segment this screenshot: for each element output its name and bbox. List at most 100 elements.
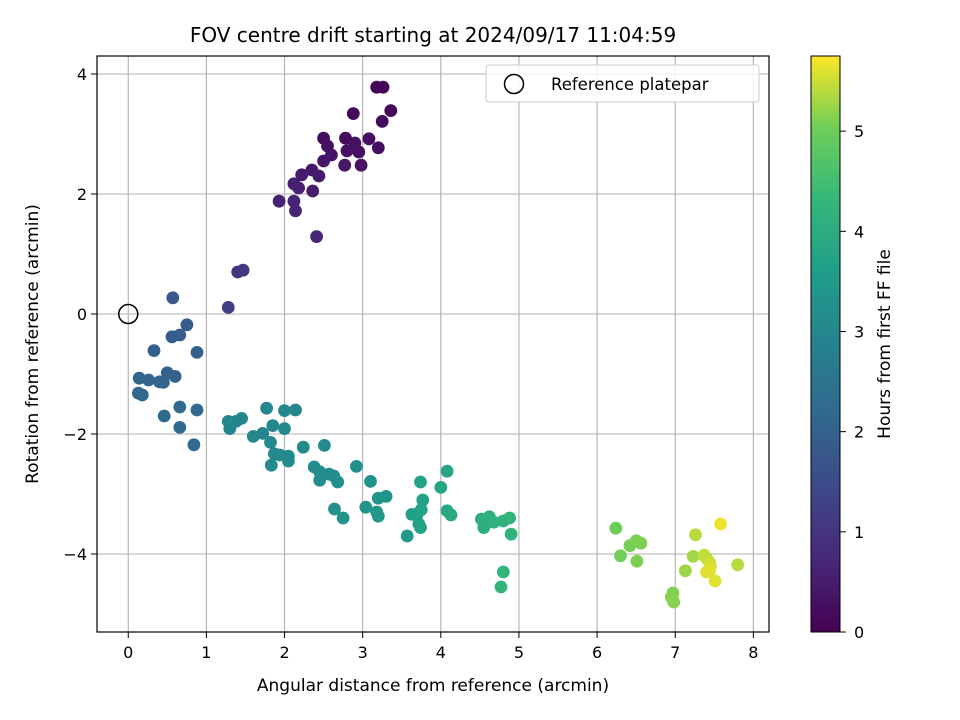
data-point <box>287 194 301 208</box>
data-point <box>414 503 428 516</box>
data-point <box>292 181 305 195</box>
data-point <box>400 529 414 543</box>
chart-title: FOV centre drift starting at 2024/09/17 … <box>190 23 676 47</box>
data-point <box>318 439 331 452</box>
data-point <box>331 475 345 489</box>
data-point <box>359 500 373 514</box>
data-point <box>352 145 366 159</box>
data-point <box>289 204 302 218</box>
data-point <box>173 421 187 434</box>
data-point <box>264 436 277 449</box>
data-point <box>295 168 309 182</box>
data-point <box>256 427 270 440</box>
data-point <box>477 521 491 534</box>
colorbar-tick-label: 4 <box>854 222 864 241</box>
data-point <box>414 475 427 489</box>
data-point <box>384 104 398 117</box>
data-point <box>266 419 280 432</box>
data-point <box>350 460 363 473</box>
data-point <box>634 536 648 550</box>
data-point <box>614 549 627 563</box>
data-point <box>379 490 393 503</box>
data-point <box>278 422 291 435</box>
data-point <box>414 521 427 534</box>
data-point <box>282 454 295 468</box>
data-point <box>236 263 250 277</box>
x-tick-label: 7 <box>670 643 680 662</box>
x-axis-ticks: 0 1 2 3 4 5 6 7 8 <box>123 632 758 662</box>
data-point <box>364 475 377 488</box>
data-point <box>686 550 700 563</box>
data-point <box>272 194 286 208</box>
data-point <box>166 291 180 305</box>
colorbar-tick-label: 3 <box>854 322 864 341</box>
data-point <box>135 388 149 402</box>
colorbar-tick-label: 1 <box>854 523 864 542</box>
data-point <box>703 564 716 578</box>
data-point <box>317 154 330 168</box>
colorbar-tick-label: 5 <box>854 122 864 141</box>
reference-platepar-marker <box>118 303 139 325</box>
data-point <box>504 527 518 541</box>
data-point <box>503 511 516 525</box>
x-tick-label: 2 <box>279 643 289 662</box>
x-tick-label: 1 <box>201 643 211 662</box>
data-point <box>142 373 156 387</box>
data-point <box>362 132 376 146</box>
data-point <box>328 502 341 516</box>
data-point <box>147 344 161 357</box>
data-point <box>221 301 235 314</box>
data-point <box>187 438 201 452</box>
data-point <box>310 230 323 244</box>
data-point <box>223 422 237 435</box>
colorbar: 0 1 2 3 4 5 Hours from first FF file <box>810 55 895 642</box>
data-point <box>313 473 327 487</box>
data-point <box>496 565 510 579</box>
data-point <box>667 595 681 609</box>
x-tick-label: 8 <box>748 643 758 662</box>
data-point <box>157 376 170 389</box>
data-point <box>278 404 291 417</box>
y-axis-ticks: −4 −2 0 2 4 <box>63 65 97 564</box>
x-tick-label: 5 <box>514 643 524 662</box>
data-point <box>434 481 448 494</box>
data-point <box>173 400 187 414</box>
x-tick-label: 4 <box>436 643 446 662</box>
data-point <box>346 107 360 120</box>
y-axis-label: Rotation from reference (arcmin) <box>23 204 43 484</box>
data-point <box>289 403 302 417</box>
data-point <box>312 169 326 183</box>
data-point <box>190 403 204 417</box>
data-point <box>440 464 454 478</box>
data-point <box>339 131 352 145</box>
data-point <box>714 517 727 531</box>
data-point <box>336 511 350 525</box>
x-tick-label: 3 <box>358 643 368 662</box>
data-point <box>340 144 354 158</box>
data-point <box>371 509 385 523</box>
legend-entry-reference: Reference platepar <box>551 75 709 94</box>
data-point <box>731 558 745 572</box>
y-tick-label: −2 <box>63 425 87 444</box>
data-points <box>132 80 745 609</box>
data-point <box>296 440 310 454</box>
plot-frame <box>96 55 770 633</box>
legend: Reference platepar <box>485 64 760 103</box>
colorbar-tick-label: 0 <box>854 623 864 642</box>
data-point <box>689 528 702 542</box>
data-point <box>338 158 352 172</box>
data-point <box>190 346 204 359</box>
data-point <box>609 521 623 535</box>
colorbar-tick-label: 2 <box>854 423 864 442</box>
data-point <box>708 574 722 588</box>
data-point <box>630 554 644 568</box>
grid-lines <box>97 56 769 632</box>
legend-reference-icon <box>503 73 525 95</box>
data-point <box>375 115 389 128</box>
data-point <box>168 370 182 383</box>
y-tick-label: −4 <box>63 545 87 564</box>
data-point <box>679 564 692 578</box>
y-tick-label: 0 <box>77 305 87 324</box>
data-point <box>165 330 179 344</box>
data-point <box>157 409 171 423</box>
